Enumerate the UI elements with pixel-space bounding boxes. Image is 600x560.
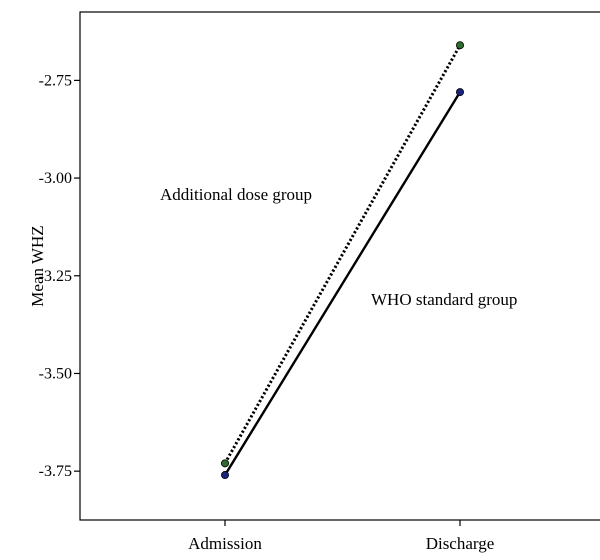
y-axis-title: Mean WHZ	[28, 225, 47, 306]
x-tick-label: Admission	[188, 534, 262, 553]
annotation-who-standard: WHO standard group	[371, 290, 517, 309]
data-point-who-standard	[455, 88, 464, 97]
x-tick-label: Discharge	[426, 534, 495, 553]
series-line-who-standard	[223, 91, 462, 476]
plot-frame	[79, 11, 600, 521]
y-tick-label: -3.50	[39, 365, 72, 382]
y-tick-label: -2.75	[39, 72, 72, 89]
data-point-who-standard	[220, 471, 229, 480]
y-tick-label: -3.75	[39, 463, 72, 480]
y-tick-label: -3.25	[39, 268, 72, 285]
data-point-additional-dose	[220, 459, 229, 468]
x-axis: Admission Discharge	[188, 520, 494, 553]
series-layer	[220, 41, 464, 480]
y-axis: -2.75 -3.00 -3.25 -3.50 -3.75	[39, 72, 80, 480]
y-tick-label: -3.00	[39, 170, 72, 187]
annotation-additional-dose: Additional dose group	[160, 185, 312, 204]
series-line-additional-dose	[223, 44, 462, 465]
data-point-additional-dose	[455, 41, 464, 50]
